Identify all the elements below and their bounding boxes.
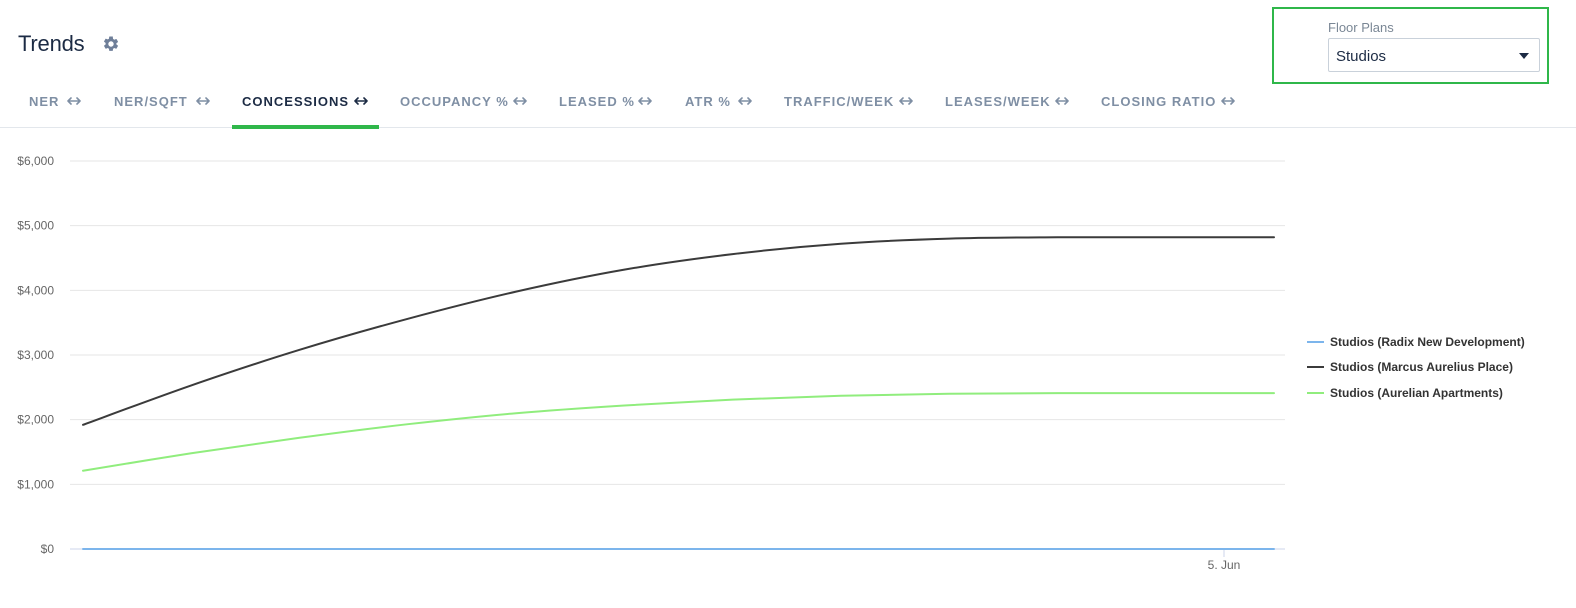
tab-label: OCCUPANCY % (400, 94, 509, 109)
tab-closing-ratio[interactable]: CLOSING RATIO (1101, 82, 1235, 128)
legend-label: Studios (Aurelian Apartments) (1330, 386, 1503, 400)
legend-item[interactable]: Studios (Radix New Development) (1307, 335, 1525, 349)
double-arrow-icon (513, 97, 527, 105)
tab-ner[interactable]: NER (29, 82, 83, 128)
tab-label: NER (29, 94, 60, 109)
y-tick-label: $4,000 (17, 283, 54, 297)
tab-traffic-week[interactable]: TRAFFIC/WEEK (784, 82, 914, 128)
tab-label: LEASED % (559, 94, 635, 109)
tab-label: CONCESSIONS (242, 94, 350, 109)
floor-plans-selected-value: Studios (1336, 48, 1387, 65)
tab-occupancy[interactable]: OCCUPANCY % (400, 82, 528, 128)
double-arrow-icon (196, 97, 210, 105)
tab-label: CLOSING RATIO (1101, 94, 1217, 109)
floor-plans-label: Floor Plans (1328, 20, 1394, 35)
concessions-trend-chart: $0 $1,000 $2,000 $3,000 $4,000 $5,000 $6,000 5.… (17, 154, 1525, 572)
double-arrow-icon (1221, 97, 1235, 105)
double-arrow-icon (738, 97, 752, 105)
metric-tabs: NER NER/SQFT CONCESSIONS OCCUPANCY % LEA… (0, 82, 1576, 129)
legend-item[interactable]: Studios (Marcus Aurelius Place) (1307, 360, 1513, 374)
tab-ner-sqft[interactable]: NER/SQFT (114, 82, 210, 128)
y-tick-label: $6,000 (17, 154, 54, 168)
tab-label: ATR % (685, 94, 731, 109)
legend-label: Studios (Radix New Development) (1330, 335, 1525, 349)
gear-icon[interactable] (102, 35, 120, 53)
tab-atr[interactable]: ATR % (685, 82, 752, 128)
tab-label: TRAFFIC/WEEK (784, 94, 895, 109)
y-tick-label: $1,000 (17, 477, 54, 491)
tab-leased[interactable]: LEASED % (559, 82, 653, 128)
active-tab-indicator (232, 125, 379, 129)
series-line-2 (82, 392, 1275, 472)
legend-label: Studios (Marcus Aurelius Place) (1330, 360, 1513, 374)
tab-leases-week[interactable]: LEASES/WEEK (945, 82, 1070, 128)
y-tick-label: $2,000 (17, 413, 54, 427)
double-arrow-icon (638, 97, 652, 105)
tab-label: LEASES/WEEK (945, 94, 1051, 109)
page-title: Trends (18, 31, 85, 56)
legend-item[interactable]: Studios (Aurelian Apartments) (1307, 386, 1503, 400)
floor-plans-panel: Floor Plans Studios (1272, 7, 1549, 84)
tab-concessions[interactable]: CONCESSIONS (232, 82, 379, 129)
y-tick-label: $0 (41, 542, 55, 556)
y-tick-label: $5,000 (17, 219, 54, 233)
series-line-1 (82, 236, 1275, 426)
double-arrow-icon (354, 97, 368, 105)
x-tick-label: 5. Jun (1208, 558, 1241, 572)
double-arrow-icon (67, 97, 81, 105)
y-tick-label: $3,000 (17, 348, 54, 362)
floor-plans-select[interactable]: Studios (1328, 38, 1540, 72)
double-arrow-icon (1055, 97, 1069, 105)
caret-down-icon (1519, 53, 1529, 59)
tab-label: NER/SQFT (114, 94, 188, 109)
double-arrow-icon (899, 97, 913, 105)
